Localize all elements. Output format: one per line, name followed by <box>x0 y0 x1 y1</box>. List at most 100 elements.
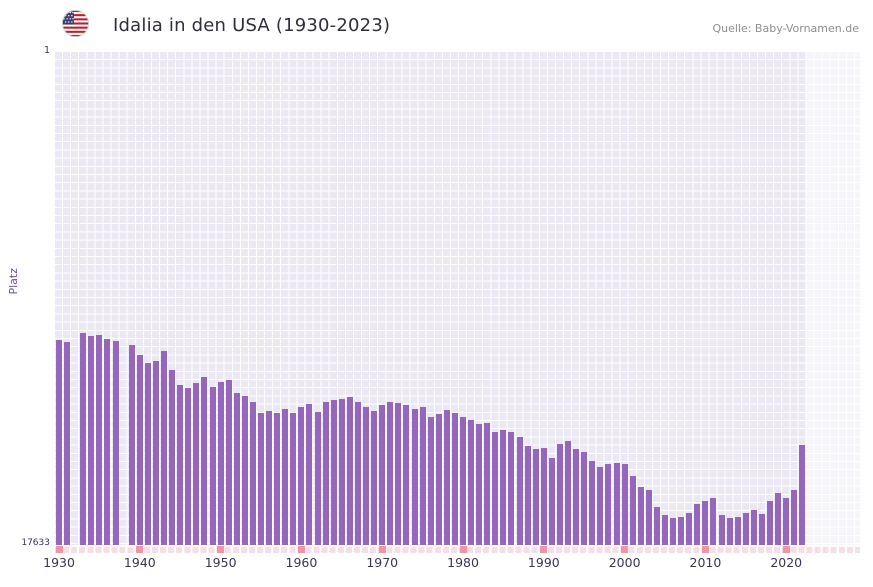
bar-1968[interactable] <box>363 407 370 545</box>
bar-1966[interactable] <box>346 397 353 545</box>
bar-2012[interactable] <box>718 515 725 545</box>
bar-1974[interactable] <box>411 409 418 545</box>
bar-1979[interactable] <box>451 412 458 545</box>
bar-2000[interactable] <box>621 464 628 545</box>
x-axis: 1930 1940 1950 1960 1970 1980 1990 2000 2010 2020 <box>43 546 860 574</box>
bar-2006[interactable] <box>670 518 677 545</box>
bar-2003[interactable] <box>645 490 652 545</box>
bar-2004[interactable] <box>653 506 660 545</box>
bar-1954[interactable] <box>249 402 256 545</box>
bar-1982[interactable] <box>476 423 483 545</box>
bar-1940[interactable] <box>136 355 143 545</box>
bar-1971[interactable] <box>387 402 394 545</box>
bar-2008[interactable] <box>686 513 693 545</box>
bar-1998[interactable] <box>605 464 612 545</box>
bar-2016[interactable] <box>750 510 757 545</box>
bar-2014[interactable] <box>734 517 741 545</box>
bar-1995[interactable] <box>581 452 588 545</box>
bar-1976[interactable] <box>427 416 434 545</box>
bar-1996[interactable] <box>589 461 596 545</box>
bar-1933[interactable] <box>80 333 87 545</box>
y-axis-label: Platz <box>7 268 20 295</box>
bar-1963[interactable] <box>322 402 329 545</box>
bar-2019[interactable] <box>775 492 782 545</box>
bar-1931[interactable] <box>64 341 71 545</box>
bar-1944[interactable] <box>169 369 176 545</box>
bar-2011[interactable] <box>710 497 717 545</box>
bar-1994[interactable] <box>573 449 580 545</box>
bar-2001[interactable] <box>629 476 636 545</box>
y-tick-max: 1 <box>43 45 50 56</box>
bar-1990[interactable] <box>540 447 547 545</box>
bar-1987[interactable] <box>516 437 523 545</box>
chart-header: Idalia in den USA (1930-2023) Quelle: Ba… <box>0 0 873 48</box>
bar-1959[interactable] <box>290 412 297 545</box>
bar-2020[interactable] <box>783 497 790 545</box>
bar-1961[interactable] <box>306 404 313 545</box>
bar-1941[interactable] <box>144 362 151 545</box>
bar-1989[interactable] <box>532 449 539 545</box>
bar-1936[interactable] <box>104 338 111 545</box>
bar-1973[interactable] <box>403 405 410 545</box>
bar-1956[interactable] <box>266 411 273 545</box>
bar-1972[interactable] <box>395 402 402 545</box>
bar-1946[interactable] <box>185 388 192 545</box>
bar-1978[interactable] <box>443 409 450 545</box>
bar-2017[interactable] <box>758 513 765 545</box>
bar-1965[interactable] <box>338 399 345 545</box>
bar-1934[interactable] <box>88 336 95 545</box>
bar-2015[interactable] <box>742 513 749 545</box>
bar-1945[interactable] <box>177 385 184 545</box>
bar-1991[interactable] <box>548 458 555 545</box>
bar-1993[interactable] <box>565 440 572 545</box>
bar-1955[interactable] <box>258 412 264 545</box>
bar-2002[interactable] <box>637 487 644 545</box>
bar-1992[interactable] <box>556 444 563 545</box>
bar-1988[interactable] <box>524 445 531 545</box>
bar-2013[interactable] <box>726 518 733 545</box>
recent-data-band <box>806 52 860 545</box>
bar-1943[interactable] <box>161 350 168 545</box>
bar-1962[interactable] <box>314 412 321 545</box>
bar-2021[interactable] <box>791 490 798 545</box>
bar-1997[interactable] <box>597 466 604 545</box>
bar-2007[interactable] <box>678 517 685 545</box>
bar-1983[interactable] <box>484 423 491 545</box>
bar-1967[interactable] <box>354 402 361 545</box>
bar-1964[interactable] <box>330 400 337 545</box>
bar-2010[interactable] <box>702 501 709 545</box>
x-tick-mark-1940 <box>136 546 144 553</box>
bar-1948[interactable] <box>201 376 208 545</box>
bar-1950[interactable] <box>217 381 224 545</box>
bar-1942[interactable] <box>152 360 159 545</box>
bar-1947[interactable] <box>193 383 200 545</box>
bar-2005[interactable] <box>662 515 668 545</box>
bar-1970[interactable] <box>379 405 386 545</box>
bar-2022[interactable] <box>799 445 806 545</box>
bar-1937[interactable] <box>112 341 119 545</box>
bar-1958[interactable] <box>282 409 289 545</box>
bar-1975[interactable] <box>419 407 426 545</box>
bar-1969[interactable] <box>371 411 378 545</box>
bar-1952[interactable] <box>233 393 240 545</box>
x-tick-mark-1980 <box>459 546 467 553</box>
bar-1986[interactable] <box>508 432 515 545</box>
bar-1985[interactable] <box>500 430 507 545</box>
bar-1957[interactable] <box>274 412 281 545</box>
bar-2009[interactable] <box>694 504 701 545</box>
bar-1935[interactable] <box>96 334 103 545</box>
x-tick-label-1960: 1960 <box>285 555 318 570</box>
bar-1980[interactable] <box>460 416 466 545</box>
bar-1939[interactable] <box>128 345 135 545</box>
bar-1951[interactable] <box>225 380 232 545</box>
bar-1999[interactable] <box>613 463 620 545</box>
bar-1953[interactable] <box>241 395 248 545</box>
x-tick-label-2010: 2010 <box>689 555 722 570</box>
bar-1930[interactable] <box>56 340 62 545</box>
bar-1984[interactable] <box>492 432 499 545</box>
bar-1981[interactable] <box>468 419 475 545</box>
bar-1977[interactable] <box>435 414 442 545</box>
bar-2018[interactable] <box>767 501 774 545</box>
bar-1949[interactable] <box>209 386 216 545</box>
bar-1960[interactable] <box>298 407 305 545</box>
